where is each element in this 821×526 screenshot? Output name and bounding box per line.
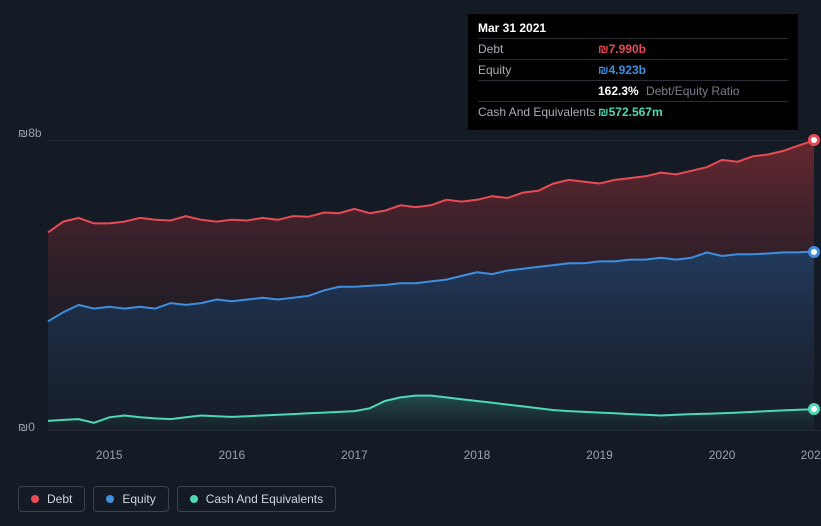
legend-swatch-icon bbox=[31, 495, 39, 503]
x-tick-label: 2016 bbox=[218, 448, 245, 462]
legend-label: Equity bbox=[122, 492, 155, 506]
tooltip-label bbox=[478, 83, 598, 99]
legend-item-debt[interactable]: Debt bbox=[18, 486, 85, 512]
x-tick-label: 2017 bbox=[341, 448, 368, 462]
legend: Debt Equity Cash And Equivalents bbox=[18, 486, 336, 512]
legend-label: Cash And Equivalents bbox=[206, 492, 323, 506]
tooltip-value-equity: ₪4.923b bbox=[598, 62, 646, 78]
x-tick-label: 2020 bbox=[709, 448, 736, 462]
tooltip-date: Mar 31 2021 bbox=[478, 20, 788, 38]
legend-swatch-icon bbox=[190, 495, 198, 503]
legend-label: Debt bbox=[47, 492, 72, 506]
series-end-marker-debt bbox=[808, 134, 820, 146]
x-tick-label: 2021 bbox=[801, 448, 821, 462]
x-axis: 2015201620172018201920202021 bbox=[48, 448, 816, 468]
x-tick-label: 2018 bbox=[464, 448, 491, 462]
tooltip-value-ratio-suffix: Debt/Equity Ratio bbox=[646, 84, 739, 98]
legend-item-equity[interactable]: Equity bbox=[93, 486, 168, 512]
tooltip-label: Debt bbox=[478, 41, 598, 57]
tooltip-label: Equity bbox=[478, 62, 598, 78]
series-end-marker-equity bbox=[808, 246, 820, 258]
x-tick-label: 2019 bbox=[586, 448, 613, 462]
hover-tooltip: Mar 31 2021 Debt ₪7.990b Equity ₪4.923b … bbox=[468, 14, 798, 130]
tooltip-value-ratio: 162.3% bbox=[598, 84, 639, 98]
tooltip-value-debt: ₪7.990b bbox=[598, 41, 646, 57]
legend-swatch-icon bbox=[106, 495, 114, 503]
series-end-marker-cash bbox=[808, 403, 820, 415]
tooltip-value-cash: ₪572.567m bbox=[598, 104, 663, 120]
legend-item-cash[interactable]: Cash And Equivalents bbox=[177, 486, 336, 512]
x-tick-label: 2015 bbox=[96, 448, 123, 462]
tooltip-label: Cash And Equivalents bbox=[478, 104, 598, 120]
